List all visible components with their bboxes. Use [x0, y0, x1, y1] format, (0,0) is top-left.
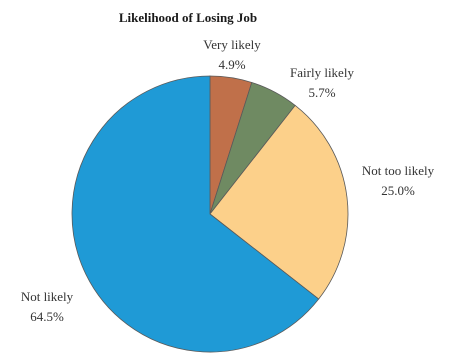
slice-labels: Very likely 4.9% Fairly likely 5.7% Not too … [21, 37, 435, 324]
slice-value-label: 4.9% [218, 57, 245, 72]
slice-label: Fairly likely [290, 65, 354, 80]
pie-slice-not-likely [71, 75, 320, 353]
slice-value-label: 64.5% [30, 309, 64, 324]
slice-value-label: 25.0% [381, 183, 415, 198]
slice-label: Very likely [203, 37, 261, 52]
slice-label: Not too likely [362, 163, 435, 178]
pie-slice-not-too-likely [209, 104, 349, 300]
chart-title: Likelihood of Losing Job [119, 10, 257, 25]
slice-label: Not likely [21, 289, 74, 304]
slice-value-label: 5.7% [308, 85, 335, 100]
pie-slices [71, 75, 349, 353]
